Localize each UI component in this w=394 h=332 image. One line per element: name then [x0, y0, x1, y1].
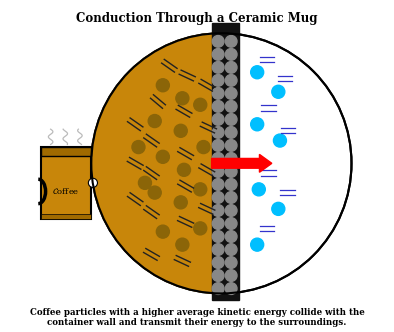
Circle shape — [148, 115, 161, 127]
Circle shape — [212, 205, 224, 216]
Bar — [41, 147, 91, 156]
Circle shape — [212, 257, 224, 268]
Circle shape — [212, 192, 224, 203]
Circle shape — [251, 66, 264, 79]
Bar — [212, 24, 239, 300]
Circle shape — [225, 283, 237, 294]
Circle shape — [148, 186, 161, 199]
Bar — [41, 214, 91, 219]
Text: Conduction Through a Ceramic Mug: Conduction Through a Ceramic Mug — [76, 12, 318, 25]
Circle shape — [212, 218, 224, 229]
Circle shape — [132, 140, 145, 154]
Circle shape — [272, 203, 285, 215]
Circle shape — [156, 79, 169, 92]
Text: $\mathcal{C}$offee: $\mathcal{C}$offee — [52, 187, 80, 197]
Circle shape — [197, 140, 210, 154]
Circle shape — [212, 231, 224, 242]
Polygon shape — [91, 33, 221, 293]
Circle shape — [156, 150, 169, 163]
Text: Coffee particles with a higher average kinetic energy collide with the
container: Coffee particles with a higher average k… — [30, 308, 364, 327]
Circle shape — [225, 61, 237, 73]
Circle shape — [194, 183, 207, 196]
Circle shape — [212, 48, 224, 60]
Circle shape — [225, 205, 237, 216]
Circle shape — [212, 74, 224, 86]
Circle shape — [251, 238, 264, 251]
Circle shape — [212, 101, 224, 112]
Circle shape — [212, 88, 224, 99]
Circle shape — [212, 179, 224, 190]
Circle shape — [225, 88, 237, 99]
Circle shape — [225, 126, 237, 138]
Circle shape — [225, 192, 237, 203]
Circle shape — [212, 139, 224, 151]
Circle shape — [212, 61, 224, 73]
Circle shape — [212, 36, 224, 47]
Circle shape — [225, 36, 237, 47]
Circle shape — [194, 222, 207, 235]
Circle shape — [176, 238, 189, 251]
Circle shape — [194, 98, 207, 111]
Bar — [41, 147, 91, 219]
Circle shape — [91, 33, 351, 293]
Circle shape — [176, 92, 189, 105]
Circle shape — [212, 153, 224, 164]
Circle shape — [225, 179, 237, 190]
Circle shape — [212, 114, 224, 125]
Circle shape — [174, 124, 187, 137]
Circle shape — [212, 270, 224, 282]
Circle shape — [252, 183, 265, 196]
Circle shape — [88, 178, 97, 187]
Circle shape — [225, 139, 237, 151]
Circle shape — [212, 126, 224, 138]
Circle shape — [225, 270, 237, 282]
Circle shape — [272, 85, 285, 98]
Circle shape — [138, 176, 151, 189]
Circle shape — [225, 244, 237, 255]
Circle shape — [225, 153, 237, 164]
Circle shape — [225, 48, 237, 60]
Circle shape — [177, 163, 190, 176]
Circle shape — [225, 101, 237, 112]
Circle shape — [212, 166, 224, 177]
Circle shape — [212, 283, 224, 294]
Circle shape — [251, 118, 264, 131]
Circle shape — [174, 196, 187, 209]
Circle shape — [225, 114, 237, 125]
FancyArrow shape — [212, 154, 272, 172]
Circle shape — [225, 218, 237, 229]
Circle shape — [156, 225, 169, 238]
Circle shape — [225, 74, 237, 86]
Circle shape — [225, 257, 237, 268]
Circle shape — [225, 231, 237, 242]
Circle shape — [225, 166, 237, 177]
Circle shape — [273, 134, 286, 147]
Circle shape — [212, 244, 224, 255]
